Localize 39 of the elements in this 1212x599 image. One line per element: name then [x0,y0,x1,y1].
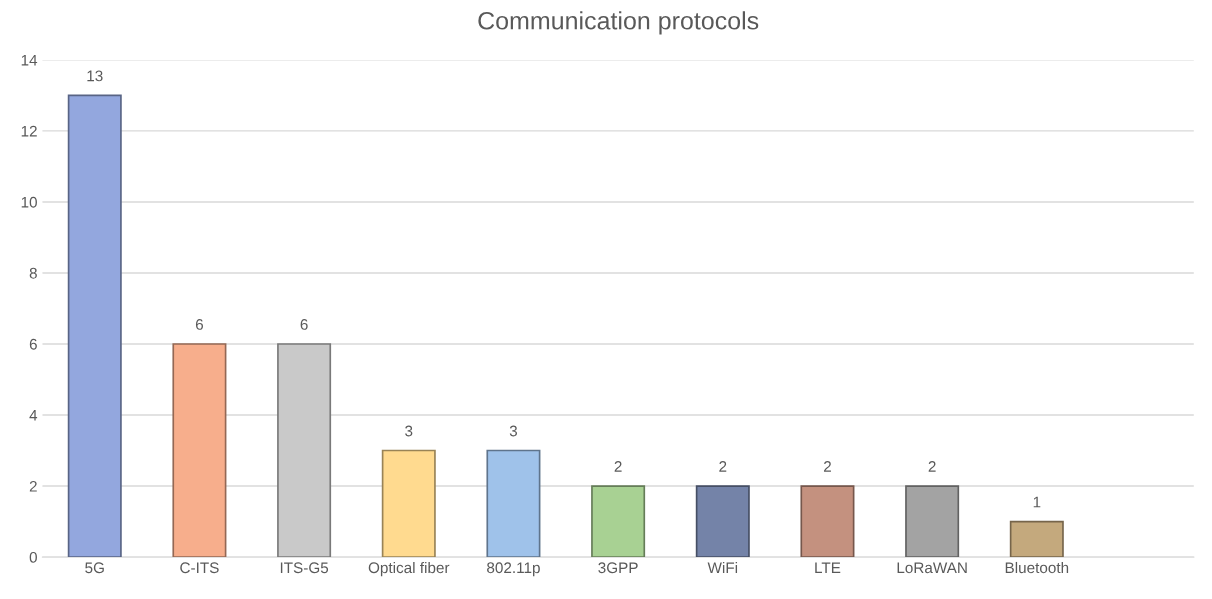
y-tick-label: 8 [29,267,37,279]
data-label: 3 [405,425,413,437]
bar [905,485,960,558]
data-label: 1 [1033,496,1041,508]
data-label: 6 [300,319,308,330]
bar [1009,520,1064,558]
bar [591,485,646,558]
x-tick-label: 802.11p [487,562,540,577]
x-tick-label: ITS-G5 [280,562,329,574]
y-tick-label: 4 [29,410,38,421]
y-tick-label: 2 [29,480,37,492]
bar [381,449,436,558]
data-label: 13 [87,70,103,82]
bar [172,343,227,558]
x-tick-label: LoRaWAN [897,562,967,574]
bar [67,94,122,558]
bar [277,343,332,558]
y-tick-label: 6 [29,338,37,350]
data-label: 2 [614,461,622,472]
x-tick-label: 3GPP [598,562,638,574]
y-tick-label: 0 [29,551,37,563]
data-label: 2 [719,461,727,472]
bar [695,485,750,558]
x-tick-label: Optical fiber [368,561,450,577]
data-label: 3 [509,425,518,437]
y-tick-label: 10 [21,196,37,208]
data-label: 6 [195,319,204,330]
data-label: 2 [823,461,831,472]
x-tick-label: LTE [815,562,841,573]
y-tick-label: 12 [21,125,37,137]
bar [486,449,541,558]
bar [800,485,855,558]
x-tick-label: 5G [85,562,104,574]
chart-title: Communication protocols [478,11,759,35]
x-tick-label: C-ITS [180,562,219,574]
y-tick-label: 14 [21,54,38,66]
x-tick-label: WiFi [707,561,738,573]
data-label: 2 [928,461,936,472]
x-tick-label: Bluetooth [1005,561,1069,574]
